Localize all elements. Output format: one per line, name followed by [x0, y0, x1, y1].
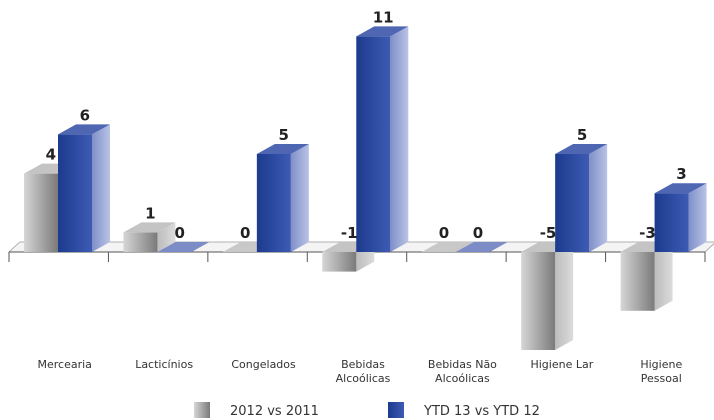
bar-ytd13-vs-ytd12 [356, 26, 409, 253]
data-label: 0 [240, 224, 250, 242]
bar-top-face [654, 183, 707, 194]
labels-group: 4 6 Mercearia 1 0 Lacticínios 0 5 Congelados -1 11… [38, 8, 687, 385]
category-label: Bebidas Não [428, 358, 497, 371]
category-label: Alcoólicas [336, 372, 391, 385]
legend-swatch [388, 402, 404, 418]
bar-top-face [157, 242, 210, 252]
bar-front-face [356, 36, 391, 253]
bar-top-face [555, 144, 608, 154]
category-label: Bebidas [341, 358, 385, 371]
bar-side-face [654, 242, 673, 311]
bar-2012-vs-2011 [123, 222, 176, 252]
bar-ytd13-vs-ytd12 [455, 242, 508, 252]
bar-ytd13-vs-ytd12 [157, 242, 210, 252]
data-label: 5 [577, 126, 587, 144]
bar-side-face [555, 242, 574, 350]
legend-swatch [194, 402, 210, 418]
bar-front-face [256, 154, 291, 252]
bar-top-face [58, 124, 110, 135]
data-label: 0 [439, 224, 449, 242]
bar-side-face [589, 144, 608, 252]
bar-2012-vs-2011 [620, 242, 673, 311]
category-label: Lacticínios [135, 358, 193, 371]
bar-front-face [620, 252, 655, 311]
category-label: Higiene Lar [530, 358, 593, 371]
bar-ytd13-vs-ytd12 [58, 124, 110, 252]
bar-side-face [390, 26, 409, 253]
bar-top-face [123, 222, 176, 233]
data-label: 5 [279, 126, 289, 144]
bar-top-face [356, 26, 409, 37]
data-label: 1 [145, 204, 155, 222]
bar-front-face [322, 252, 357, 272]
bar-2012-vs-2011 [521, 242, 574, 350]
data-label: 6 [80, 106, 90, 124]
bar-top-face [256, 144, 309, 154]
data-label: 11 [373, 8, 394, 26]
bar-top-face [421, 242, 474, 252]
legend: 2012 vs 2011 YTD 13 vs YTD 12 [194, 402, 540, 419]
bar-ytd13-vs-ytd12 [256, 144, 309, 252]
data-label: 0 [175, 224, 185, 242]
bar-top-face [455, 242, 508, 252]
bar-front-face [58, 134, 92, 252]
category-label: Mercearia [38, 358, 92, 371]
legend-item: YTD 13 vs YTD 12 [388, 402, 540, 419]
bar-side-face [688, 183, 707, 252]
legend-label: YTD 13 vs YTD 12 [423, 404, 540, 419]
data-label: -1 [341, 224, 358, 242]
bar-front-face [24, 173, 58, 252]
category-label: Alcoólicas [435, 372, 490, 385]
bar-side-face [290, 144, 309, 252]
legend-item: 2012 vs 2011 [194, 402, 319, 419]
bars-group [24, 26, 707, 350]
legend-label: 2012 vs 2011 [230, 404, 319, 419]
data-label: 3 [676, 165, 686, 183]
bar-2012-vs-2011 [421, 242, 474, 252]
bar-ytd13-vs-ytd12 [654, 183, 707, 252]
bar-front-face [555, 154, 590, 252]
category-label: Pessoal [641, 372, 682, 385]
data-label: -5 [540, 224, 557, 242]
data-label: 4 [46, 146, 56, 164]
bar-ytd13-vs-ytd12 [555, 144, 608, 252]
bar-side-face [157, 222, 176, 252]
data-label: 0 [473, 224, 483, 242]
bar-front-face [123, 232, 158, 252]
bar-front-face [654, 193, 689, 252]
bar-front-face [521, 252, 556, 350]
category-label: Higiene [640, 358, 682, 371]
data-label: -3 [639, 224, 656, 242]
bar-side-face [92, 124, 110, 252]
category-label: Congelados [231, 358, 296, 371]
